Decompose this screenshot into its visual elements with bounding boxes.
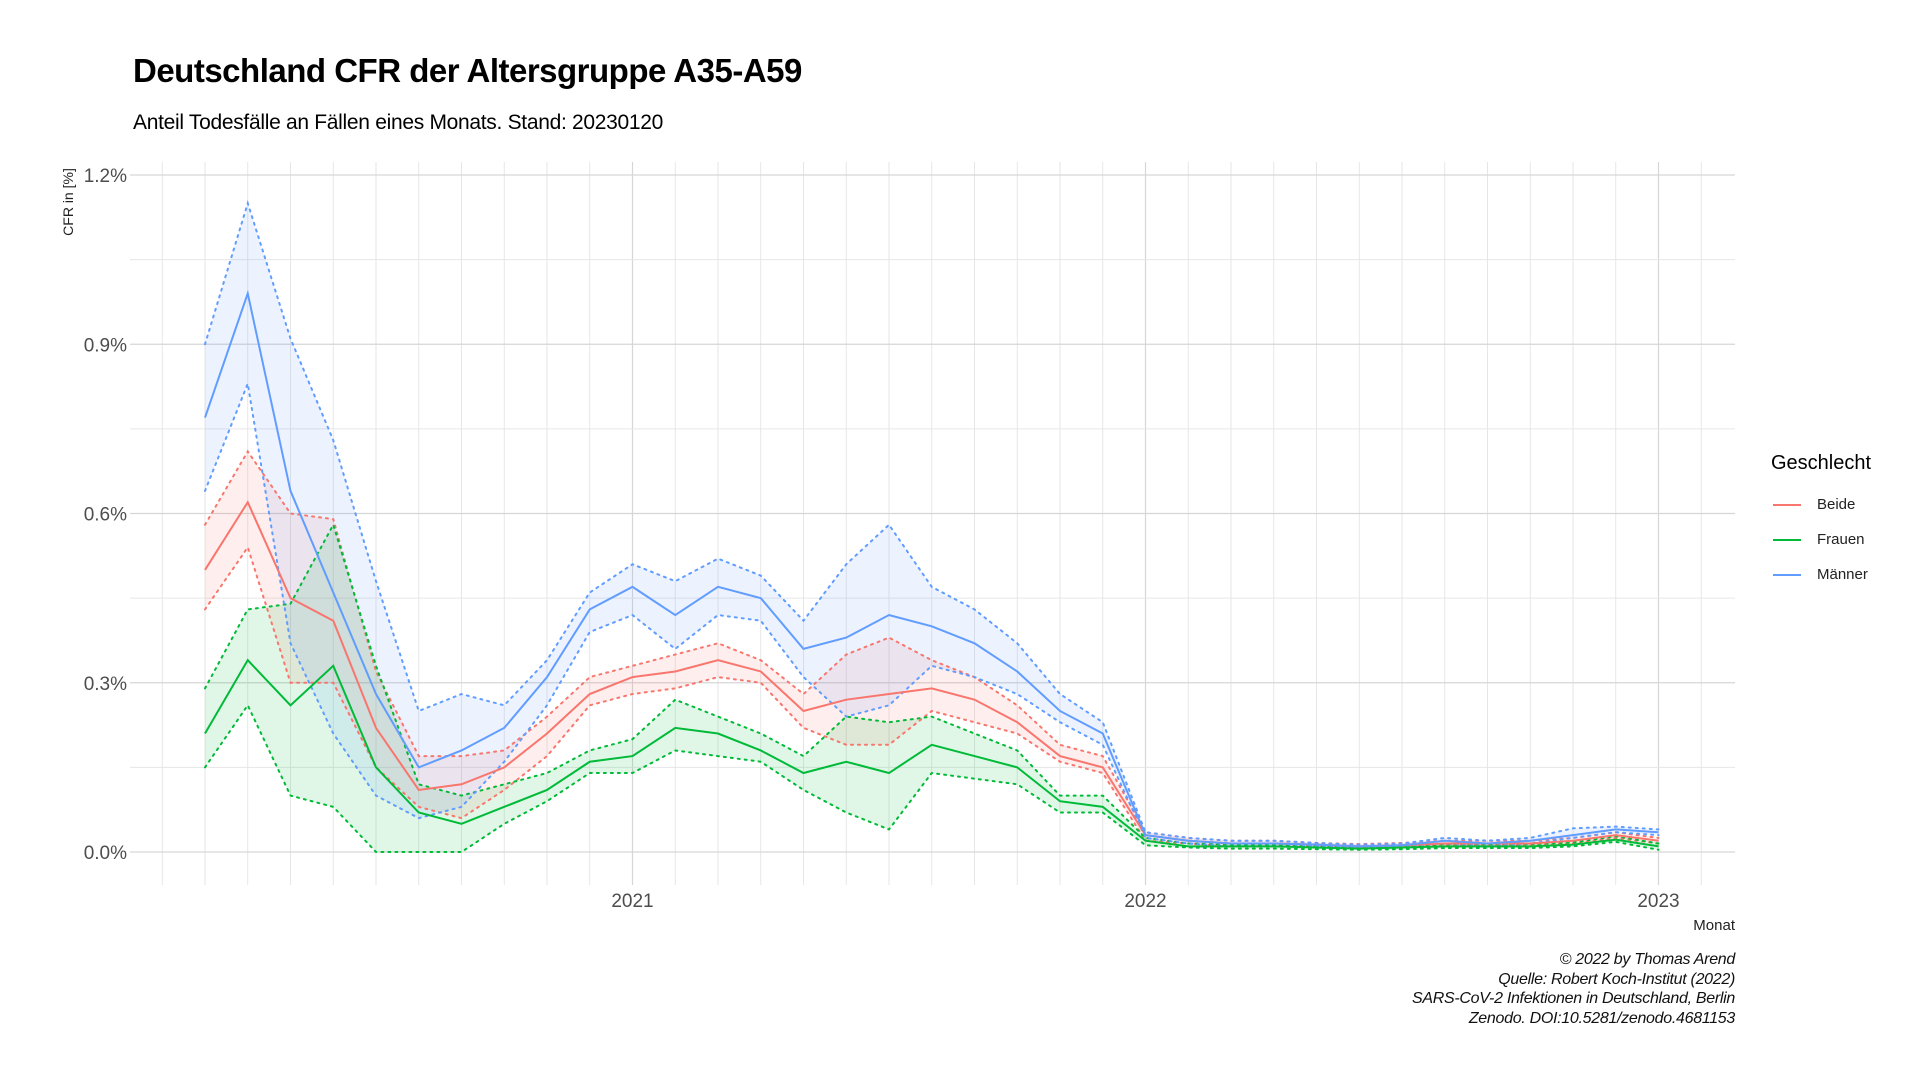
bound-lower-frauen — [204, 703, 1660, 853]
x-tick-label: 2021 — [611, 891, 653, 912]
legend-key-beide — [1773, 503, 1801, 506]
grid-lines — [130, 162, 1735, 885]
bound-upper-maenner — [204, 199, 1660, 846]
legend-key-frauen — [1773, 538, 1801, 541]
bound-upper-frauen — [204, 522, 1660, 848]
line-maenner — [204, 289, 1659, 848]
legend-item-frauen: Frauen — [1771, 522, 1871, 557]
y-tick-label: 0.3% — [84, 674, 127, 695]
axes-labels: 0.0% 0.3% 0.6% 0.9% 1.2% 2021 2022 2023 CFR in [… — [60, 166, 1736, 934]
confidence-bands — [205, 203, 1659, 852]
chart-title: Deutschland CFR der Altersgruppe A35-A59 — [133, 52, 802, 89]
legend-label-beide: Beide — [1817, 496, 1856, 513]
y-tick-label: 0.6% — [84, 505, 127, 526]
legend-label-frauen: Frauen — [1817, 531, 1865, 548]
y-axis-title: CFR in [%] — [60, 168, 76, 236]
legend-item-maenner: Männer — [1771, 557, 1871, 592]
band-frauen — [205, 524, 1659, 852]
legend-title: Geschlecht — [1771, 452, 1872, 474]
caption-line-4: Zenodo. DOI:10.5281/zenodo.4681153 — [1468, 1009, 1735, 1027]
x-axis-title: Monat — [1693, 917, 1736, 934]
y-tick-label: 0.9% — [84, 335, 127, 356]
y-tick-label: 0.0% — [84, 843, 127, 864]
x-tick-label: 2022 — [1124, 891, 1166, 912]
chart-subtitle: Anteil Todesfälle an Fällen eines Monats… — [133, 111, 664, 134]
bound-lower-beide — [204, 545, 1660, 849]
caption-line-3: SARS-CoV-2 Infektionen in Deutschland, B… — [1412, 990, 1735, 1007]
y-tick-label: 1.2% — [84, 166, 127, 187]
legend-label-maenner: Männer — [1817, 566, 1868, 583]
series-lines — [204, 289, 1659, 850]
legend: Geschlecht Beide Frauen Männer — [1771, 452, 1871, 592]
caption: © 2022 by Thomas Arend Quelle: Robert Ko… — [1412, 950, 1735, 1028]
x-tick-label: 2023 — [1637, 891, 1679, 912]
caption-line-2: Quelle: Robert Koch-Institut (2022) — [1498, 970, 1735, 988]
caption-line-1: © 2022 by Thomas Arend — [1559, 951, 1736, 968]
legend-key-maenner — [1773, 573, 1801, 576]
legend-item-beide: Beide — [1771, 487, 1871, 522]
line-frauen — [204, 658, 1659, 850]
